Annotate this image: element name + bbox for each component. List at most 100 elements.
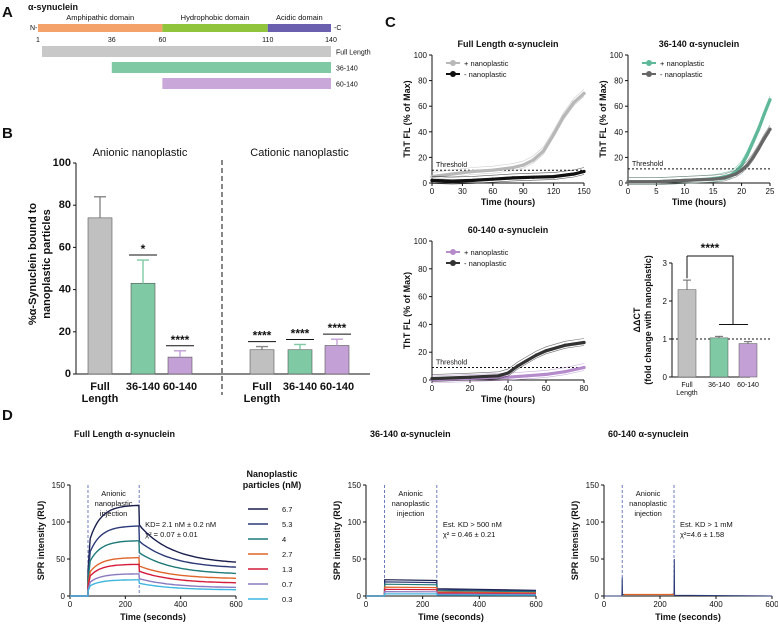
x-category-label: Full Length	[82, 381, 119, 405]
y-tick-label: 20	[418, 348, 427, 357]
y-tick-label: 0	[619, 179, 624, 188]
data-point	[745, 153, 749, 157]
y-tick-label: 100	[414, 237, 428, 246]
x-tick-label: 20	[466, 384, 475, 393]
data-point	[552, 132, 556, 136]
legend-label-2.7: 2.7	[282, 550, 292, 559]
domain-tick-110: 110	[262, 37, 273, 44]
y-tick-label: 0	[61, 592, 66, 601]
sensorgram-0.3	[70, 579, 236, 597]
x-axis-label: Time (seconds)	[655, 612, 721, 622]
x-category-label: 36-140	[708, 382, 730, 389]
y-tick-label: 20	[59, 326, 71, 338]
chart-title: Full Length α-synuclein	[457, 39, 558, 49]
y-tick-label: 40	[418, 320, 427, 329]
sensorgram-2.7	[70, 557, 237, 597]
data-point	[768, 127, 772, 131]
sensorgram-spikes	[604, 558, 773, 597]
data-point	[468, 375, 472, 379]
data-point	[563, 370, 567, 374]
significance-stars: ****	[253, 329, 272, 343]
x-category-label-part: Length	[82, 393, 119, 405]
c-terminus-label: -C	[334, 25, 341, 32]
chart-title: 60-140 α-synuclein	[608, 429, 689, 439]
y-tick-label: 60	[614, 102, 623, 111]
legend-label-1: + nanoplastic	[464, 59, 509, 68]
spr-36-140-chart: 0 200 400 600 0 50 100 150 36-140 α-synuclein Tim…	[332, 429, 543, 622]
x-tick-label: 10	[680, 187, 689, 196]
chart-title: 36-140 α-synuclein	[659, 39, 740, 49]
panel-label-c: C	[385, 14, 396, 31]
domain-label-3: Acidic domain	[276, 13, 323, 22]
tht-36-140-chart: 0 5 10 15 20 25 0 20 40 60 80 100 36-140 α-synuclein…	[598, 39, 775, 207]
threshold-label: Threshold	[632, 161, 663, 168]
construct-bar-1	[42, 46, 331, 57]
y-axis-label-sub: (fold change with nanoplastic)	[643, 255, 653, 385]
threshold-label: Threshold	[436, 162, 467, 169]
domain-label-2: Hydrophobic domain	[181, 13, 250, 22]
data-point	[496, 374, 501, 378]
y-tick-label: 0	[357, 592, 362, 601]
domain-tick-60: 60	[158, 37, 166, 44]
series-line-1	[430, 91, 586, 179]
x-category-label-part: 36-140	[708, 382, 730, 389]
significance-stars: ****	[701, 241, 720, 255]
tht-60-140-chart: 0 20 40 60 80 0 20 40 60 80 100 60-140 α-synuclein T…	[402, 225, 589, 404]
y-tick-label: 50	[352, 555, 361, 564]
legend-swatch-dot	[450, 71, 456, 77]
x-tick-label: 200	[119, 600, 133, 609]
y-tick-label: 0	[423, 179, 428, 188]
tht-full-length-chart: 0 30 60 90 120 150 0 20 40 60 80 100 Full Length α-s…	[402, 39, 591, 207]
domain-bar-1	[38, 24, 163, 32]
injection-label-3: injection	[397, 509, 425, 518]
data-point	[515, 364, 520, 368]
legend-swatch-dot	[646, 71, 652, 77]
x-category-label-part: Full	[90, 381, 110, 393]
data-point	[722, 176, 727, 180]
y-axis-label: SPR intensity (RU)	[570, 501, 580, 581]
x-tick-label: 400	[174, 600, 188, 609]
data-point	[562, 114, 566, 119]
y-tick-label: 100	[52, 518, 66, 527]
legend-label-4: 4	[282, 535, 286, 544]
y-tick-label: 150	[348, 481, 362, 490]
y-tick-label: 3	[663, 259, 668, 268]
x-category-label-part: Full	[681, 382, 693, 389]
x-axis-label: Time (seconds)	[120, 612, 186, 622]
sensorgram-5.3	[70, 525, 237, 597]
domain-tick-1: 1	[36, 37, 40, 44]
x-category-label-part: Full	[252, 381, 272, 393]
bar-1-2	[130, 282, 156, 375]
data-point	[491, 177, 495, 181]
significance-stars: ****	[328, 321, 347, 335]
fit-annotation-line2: χ² = 0.07 ± 0.01	[145, 530, 197, 539]
x-category-label-part: 60-140	[737, 382, 759, 389]
y-axis-label: ThT FL (% of Max)	[402, 80, 412, 157]
data-point	[430, 178, 434, 183]
chart-title: 36-140 α-synuclein	[370, 429, 451, 439]
injection-label-3: injection	[634, 509, 662, 518]
x-category-label: 36-140	[283, 381, 317, 393]
series-band-lower	[628, 132, 771, 185]
y-tick-label: 2	[663, 297, 668, 306]
y-tick-label: 50	[590, 555, 599, 564]
y-axis-label: SPR intensity (RU)	[36, 501, 46, 581]
y-tick-label: 0	[65, 368, 71, 380]
fit-annotation-line2: χ²=4.6 ± 1.58	[680, 530, 724, 539]
data-point	[711, 177, 715, 181]
legend-label-0.7: 0.7	[282, 580, 292, 589]
injection-label-1: Anionic	[636, 489, 661, 498]
legend-label-2: - nanoplastic	[464, 70, 507, 79]
data-point	[751, 140, 755, 144]
bar-2-1	[249, 349, 275, 375]
y-tick-label: 20	[614, 153, 623, 162]
y-tick-label: 100	[414, 51, 428, 60]
x-tick-label: 400	[709, 600, 723, 609]
significance-stars: *	[141, 242, 146, 256]
legend-label-6.7: 6.7	[282, 505, 292, 514]
legend-title-line1: Nanoplastic	[246, 469, 297, 479]
spr-60-140-chart: 0 200 400 600 0 50 100 150 60-140 α-synuclein Tim…	[570, 429, 778, 622]
x-tick-label: 0	[430, 187, 435, 196]
x-tick-label: 600	[765, 600, 778, 609]
